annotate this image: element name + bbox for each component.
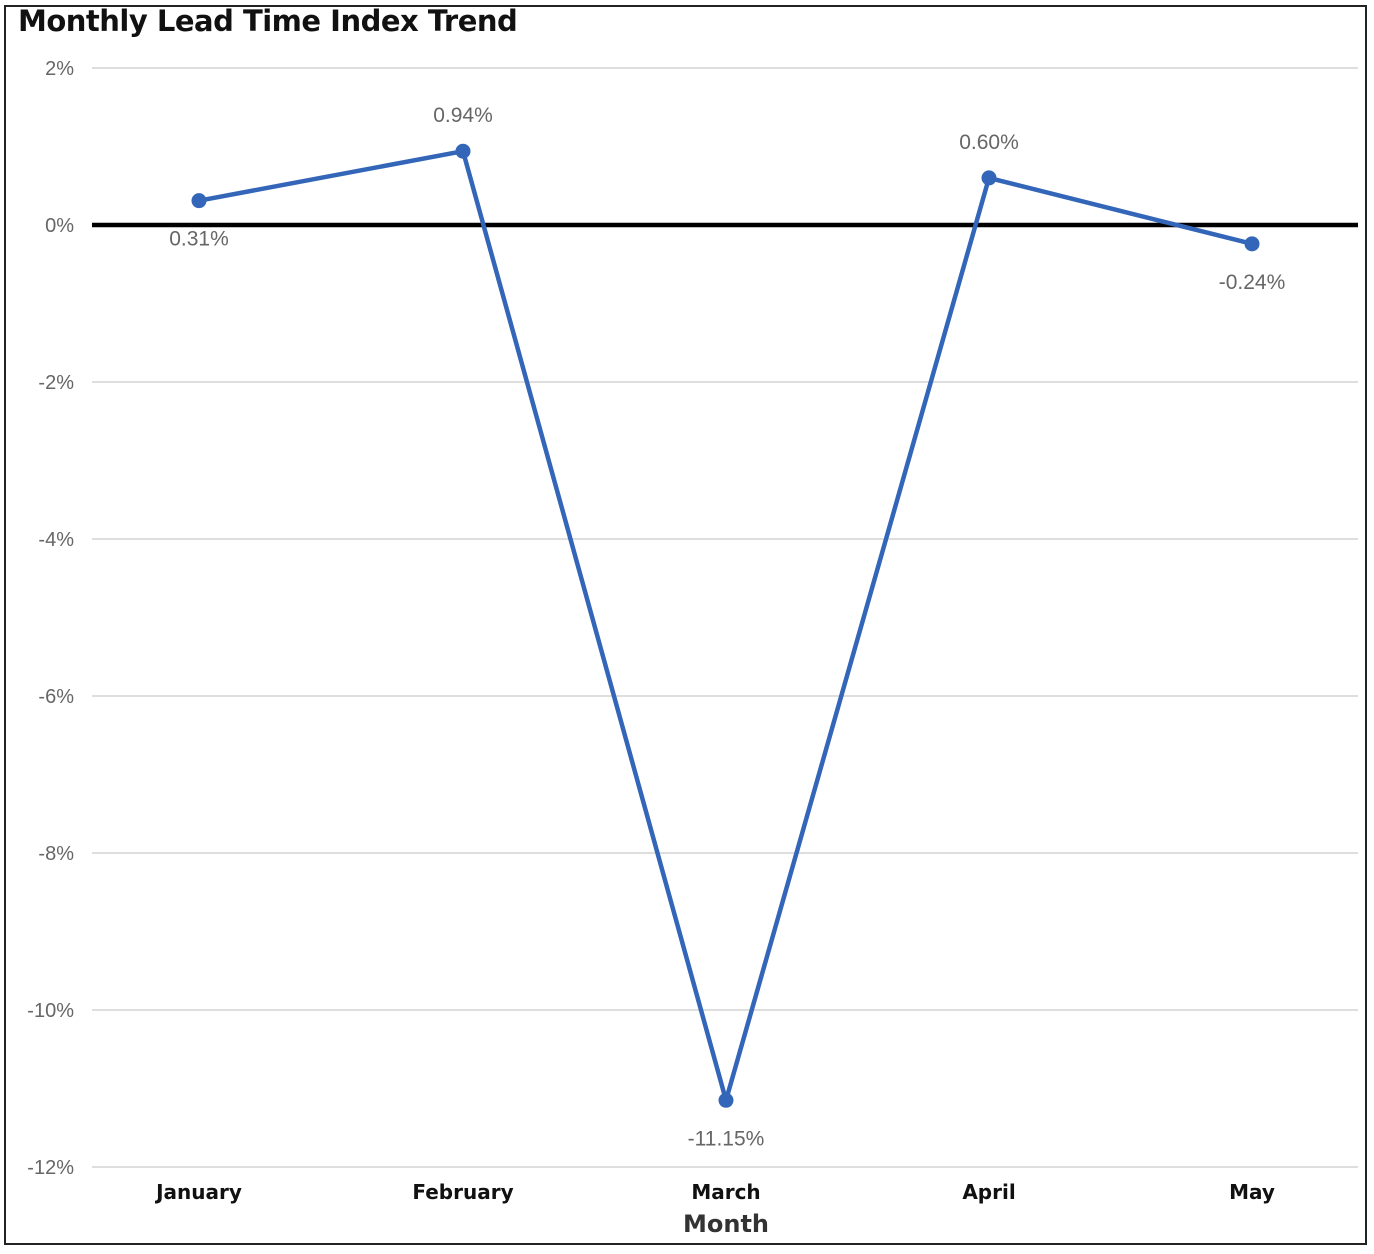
x-axis-title: Month (683, 1210, 769, 1238)
data-label-may: -0.24% (1219, 271, 1286, 294)
y-tick-label: 2% (45, 58, 74, 80)
chart-frame (4, 5, 1367, 1245)
data-point-february (455, 143, 471, 159)
y-tick-label: -8% (38, 843, 74, 865)
series-group (191, 143, 1260, 1108)
data-point-may (1244, 236, 1260, 252)
x-category-label: April (962, 1180, 1015, 1204)
y-tick-label: 0% (45, 215, 74, 237)
data-labels: 0.31% 0.94% -11.15% 0.60% -0.24% (169, 104, 1285, 1150)
y-tick-label: -6% (38, 686, 74, 708)
data-label-april: 0.60% (959, 131, 1019, 154)
y-tick-label: -4% (38, 529, 74, 551)
gridlines (92, 67, 1358, 1168)
x-axis-category-labels: January February March April May (154, 1180, 1275, 1204)
data-point-january (191, 193, 207, 209)
data-point-march (718, 1092, 734, 1108)
x-category-label: May (1229, 1180, 1275, 1204)
y-axis-tick-labels: 2% 0% -2% -4% -6% -8% -10% -12% (27, 58, 74, 1179)
y-tick-label: -10% (27, 1000, 74, 1022)
data-label-march: -11.15% (688, 1127, 765, 1150)
data-label-february: 0.94% (433, 104, 493, 127)
y-tick-label: -12% (27, 1157, 74, 1179)
series-line (196, 148, 1255, 1103)
data-point-april (981, 170, 997, 186)
chart-title: Monthly Lead Time Index Trend (18, 4, 518, 38)
x-category-label: January (154, 1180, 242, 1204)
y-tick-label: -2% (38, 372, 74, 394)
x-category-label: March (691, 1180, 760, 1204)
x-category-label: February (412, 1180, 513, 1204)
data-label-january: 0.31% (169, 228, 229, 251)
